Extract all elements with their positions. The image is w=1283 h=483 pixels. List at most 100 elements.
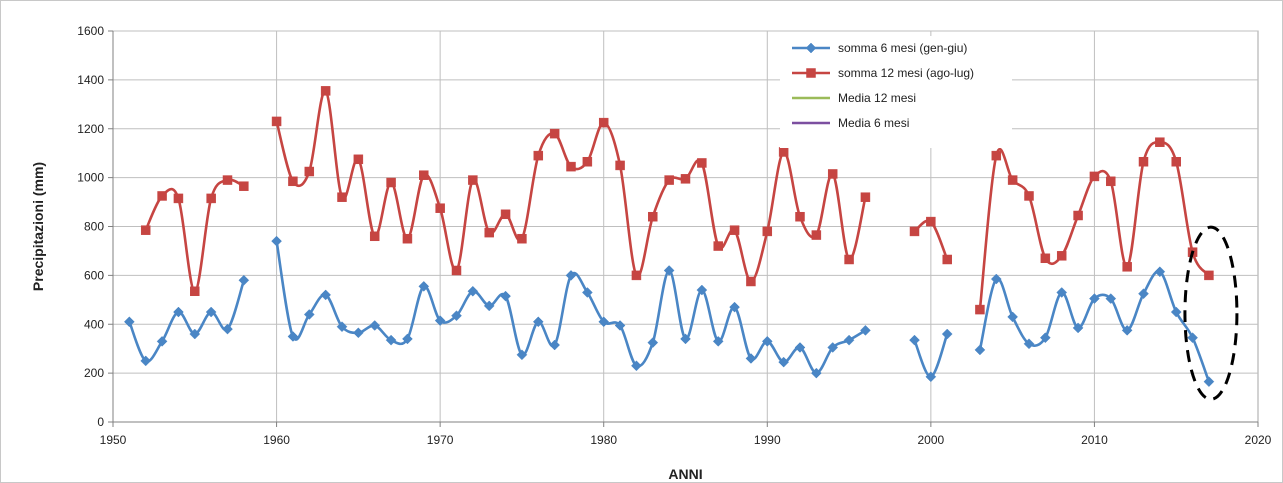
- legend-entry: Media 6 mesi: [838, 116, 909, 130]
- data-point-somma-6-mesi-gen-giu: [156, 336, 168, 347]
- y-axis-title: Precipitazioni (mm): [30, 162, 46, 291]
- data-point-somma-12-mesi-ago-lug: [435, 203, 445, 213]
- data-point-somma-12-mesi-ago-lug: [1040, 253, 1051, 264]
- data-point-somma-6-mesi-gen-giu: [320, 289, 331, 301]
- data-point-somma-6-mesi-gen-giu: [385, 334, 397, 346]
- data-point-somma-12-mesi-ago-lug: [1138, 156, 1149, 167]
- data-point-somma-6-mesi-gen-giu: [696, 284, 708, 296]
- data-point-somma-12-mesi-ago-lug: [991, 150, 1002, 161]
- highlight-ellipse: [1183, 225, 1239, 401]
- data-point-somma-12-mesi-ago-lug: [451, 265, 462, 276]
- data-point-somma-12-mesi-ago-lug: [337, 192, 347, 202]
- data-point-somma-6-mesi-gen-giu: [1072, 322, 1084, 334]
- data-point-somma-6-mesi-gen-giu: [925, 371, 937, 383]
- data-point-somma-6-mesi-gen-giu: [794, 342, 806, 353]
- data-point-somma-6-mesi-gen-giu: [369, 320, 381, 331]
- x-tick-label: 2020: [1245, 433, 1272, 447]
- data-point-somma-6-mesi-gen-giu: [451, 310, 462, 322]
- y-tick-label: 1000: [77, 171, 104, 185]
- data-point-somma-12-mesi-ago-lug: [778, 147, 789, 157]
- data-point-somma-6-mesi-gen-giu: [532, 316, 544, 328]
- data-point-somma-12-mesi-ago-lug: [975, 304, 985, 315]
- x-tick-label: 1980: [590, 433, 617, 447]
- y-tick-label: 0: [97, 415, 104, 429]
- y-tick-label: 800: [84, 220, 104, 234]
- data-point-somma-12-mesi-ago-lug: [844, 254, 854, 265]
- data-point-somma-6-mesi-gen-giu: [1170, 306, 1182, 318]
- data-point-somma-12-mesi-ago-lug: [1122, 262, 1132, 272]
- data-point-somma-12-mesi-ago-lug: [140, 225, 151, 235]
- data-point-somma-6-mesi-gen-giu: [680, 333, 691, 345]
- y-tick-label: 600: [84, 268, 104, 282]
- data-point-somma-6-mesi-gen-giu: [1089, 293, 1100, 304]
- data-point-somma-12-mesi-ago-lug: [1204, 270, 1214, 281]
- data-point-somma-6-mesi-gen-giu: [516, 349, 528, 361]
- data-point-somma-6-mesi-gen-giu: [1105, 293, 1117, 304]
- data-point-somma-12-mesi-ago-lug: [222, 175, 233, 185]
- x-tick-label: 1950: [100, 433, 127, 447]
- data-point-somma-12-mesi-ago-lug: [1056, 251, 1067, 261]
- data-point-somma-12-mesi-ago-lug: [1106, 176, 1116, 187]
- data-point-somma-6-mesi-gen-giu: [647, 337, 659, 348]
- data-point-somma-12-mesi-ago-lug: [468, 175, 478, 185]
- data-point-somma-6-mesi-gen-giu: [549, 339, 560, 351]
- data-point-somma-6-mesi-gen-giu: [303, 309, 315, 320]
- data-point-somma-6-mesi-gen-giu: [353, 327, 364, 339]
- legend-entry: somma 6 mesi (gen-giu): [838, 41, 967, 55]
- data-point-somma-6-mesi-gen-giu: [483, 300, 495, 312]
- y-tick-label: 400: [84, 317, 104, 331]
- data-point-somma-6-mesi-gen-giu: [843, 334, 855, 346]
- data-point-somma-12-mesi-ago-lug: [598, 117, 609, 128]
- data-point-somma-12-mesi-ago-lug: [664, 175, 674, 185]
- data-point-somma-6-mesi-gen-giu: [1203, 376, 1215, 388]
- data-point-somma-6-mesi-gen-giu: [173, 306, 184, 318]
- data-point-somma-6-mesi-gen-giu: [238, 274, 250, 286]
- data-point-somma-12-mesi-ago-lug: [271, 116, 282, 127]
- data-point-somma-6-mesi-gen-giu: [974, 344, 986, 356]
- data-point-somma-12-mesi-ago-lug: [615, 160, 625, 171]
- data-point-somma-6-mesi-gen-giu: [1023, 338, 1035, 350]
- data-point-somma-12-mesi-ago-lug: [190, 286, 200, 297]
- data-point-somma-12-mesi-ago-lug: [369, 231, 380, 242]
- data-point-somma-12-mesi-ago-lug: [926, 216, 936, 227]
- data-point-somma-6-mesi-gen-giu: [500, 290, 511, 302]
- data-point-somma-6-mesi-gen-giu: [271, 235, 282, 247]
- data-point-somma-6-mesi-gen-giu: [1138, 288, 1149, 300]
- data-point-somma-12-mesi-ago-lug: [353, 154, 364, 165]
- data-point-somma-6-mesi-gen-giu: [1007, 311, 1018, 323]
- data-point-somma-12-mesi-ago-lug: [909, 226, 920, 237]
- data-point-somma-12-mesi-ago-lug: [206, 193, 216, 204]
- legend-entry: Media 12 mesi: [838, 91, 916, 105]
- x-tick-label: 2010: [1081, 433, 1108, 447]
- data-point-somma-12-mesi-ago-lug: [484, 227, 494, 238]
- data-point-somma-6-mesi-gen-giu: [1154, 266, 1166, 278]
- data-point-somma-12-mesi-ago-lug: [549, 128, 560, 139]
- data-point-somma-12-mesi-ago-lug: [827, 169, 838, 179]
- data-point-somma-12-mesi-ago-lug: [697, 158, 707, 168]
- data-point-somma-12-mesi-ago-lug: [239, 181, 249, 191]
- data-point-somma-6-mesi-gen-giu: [712, 336, 724, 347]
- data-point-somma-6-mesi-gen-giu: [418, 281, 430, 292]
- data-point-somma-12-mesi-ago-lug: [1007, 175, 1018, 185]
- data-point-somma-6-mesi-gen-giu: [582, 287, 593, 298]
- data-point-somma-12-mesi-ago-lug: [1073, 210, 1083, 221]
- x-axis-title: ANNI: [668, 466, 702, 482]
- y-tick-label: 1600: [77, 24, 104, 38]
- data-point-somma-6-mesi-gen-giu: [467, 285, 479, 297]
- data-point-somma-6-mesi-gen-giu: [1056, 287, 1068, 298]
- data-point-somma-6-mesi-gen-giu: [1040, 332, 1051, 344]
- data-point-somma-6-mesi-gen-giu: [761, 336, 773, 347]
- data-point-somma-6-mesi-gen-giu: [1187, 332, 1198, 344]
- data-point-somma-12-mesi-ago-lug: [566, 161, 576, 172]
- data-point-somma-6-mesi-gen-giu: [434, 315, 446, 326]
- data-point-somma-6-mesi-gen-giu: [598, 316, 610, 328]
- legend-box: [780, 36, 1012, 148]
- data-point-somma-6-mesi-gen-giu: [729, 301, 740, 313]
- legend-marker: [805, 42, 817, 54]
- data-point-somma-6-mesi-gen-giu: [205, 306, 217, 318]
- data-point-somma-6-mesi-gen-giu: [663, 265, 675, 276]
- data-point-somma-12-mesi-ago-lug: [533, 150, 544, 161]
